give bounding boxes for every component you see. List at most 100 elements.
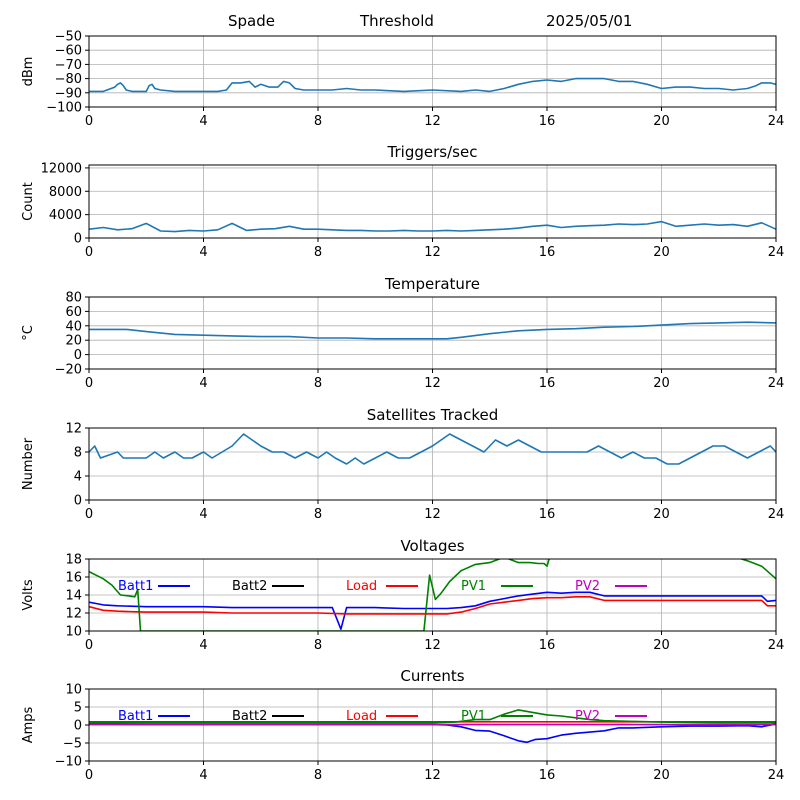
y-tick-label: 10 [65, 683, 82, 698]
x-tick-label: 20 [653, 638, 670, 653]
y-tick-label: −60 [55, 44, 82, 59]
y-tick-label: 80 [65, 291, 82, 306]
series-group [89, 321, 776, 340]
series-line-Load [89, 595, 776, 615]
y-tick-label: 60 [65, 305, 82, 320]
x-tick-label: 8 [314, 114, 322, 129]
x-tick-label: 24 [768, 114, 785, 129]
series-group [89, 709, 776, 744]
x-tick-label: 0 [85, 376, 93, 391]
y-axis-label: dBm [21, 57, 36, 87]
x-tick-label: 12 [424, 638, 441, 653]
legend-label: Batt2 [232, 579, 267, 594]
legend-label: PV1 [461, 709, 486, 724]
y-axis-label: Volts [21, 579, 36, 611]
y-tick-label: 0 [74, 494, 82, 509]
x-tick-label: 20 [653, 245, 670, 260]
x-tick-label: 4 [199, 768, 207, 783]
y-tick-label: 4000 [49, 208, 82, 223]
y-tick-label: 5 [74, 701, 82, 716]
y-tick-label: 40 [65, 319, 82, 334]
x-tick-label: 16 [539, 507, 556, 522]
chart-panel-5: 0 4 8 12 16 20 24 −10 −5 0 5 10 Currents Amps Batt1 Bat… [21, 667, 784, 783]
y-tick-label: −5 [63, 737, 82, 752]
x-tick-label: 4 [199, 376, 207, 391]
chart-title: Currents [400, 667, 464, 685]
date-label: 2025/05/01 [546, 12, 633, 30]
series-group [89, 220, 776, 233]
x-tick-label: 24 [768, 638, 785, 653]
y-tick-label: −50 [55, 30, 82, 45]
series-group [89, 559, 776, 631]
y-axis-label: Count [21, 182, 36, 221]
chart-title: Voltages [400, 537, 464, 555]
legend-label: PV1 [461, 579, 486, 594]
y-tick-label: 8 [74, 446, 82, 461]
legend-label: Batt1 [118, 709, 153, 724]
x-tick-label: 16 [539, 376, 556, 391]
x-tick-label: 20 [653, 114, 670, 129]
x-tick-label: 4 [199, 245, 207, 260]
chart-panel-1: 0 4 8 12 16 20 24 0 4000 8000 12000 Triggers/sec Cou… [21, 143, 784, 260]
x-tick-label: 0 [85, 114, 93, 129]
x-tick-label: 16 [539, 768, 556, 783]
series-group [89, 77, 776, 93]
x-tick-label: 8 [314, 768, 322, 783]
y-tick-label: 0 [74, 348, 82, 363]
x-tick-label: 4 [199, 114, 207, 129]
mode-label: Threshold [360, 12, 434, 30]
x-tick-label: 8 [314, 638, 322, 653]
chart-panel-4: 0 4 8 12 16 20 24 10 12 14 16 18 Voltages Volts Batt1 B… [21, 537, 784, 653]
x-tick-label: 8 [314, 376, 322, 391]
legend-label: Load [346, 709, 377, 724]
y-axis-label: °C [21, 325, 36, 341]
x-tick-label: 0 [85, 638, 93, 653]
y-tick-label: −100 [46, 101, 82, 116]
legend-label: Batt2 [232, 709, 267, 724]
series-line-Batt1 [89, 591, 776, 631]
x-tick-label: 12 [424, 245, 441, 260]
chart-title: Temperature [384, 275, 480, 293]
series-line-0 [89, 220, 776, 233]
y-axis-label: Amps [21, 706, 36, 743]
y-tick-label: 0 [74, 719, 82, 734]
y-tick-label: 12 [65, 422, 82, 437]
x-tick-label: 8 [314, 507, 322, 522]
chart-title: Satellites Tracked [367, 406, 498, 424]
x-tick-label: 0 [85, 245, 93, 260]
legend-label: PV2 [575, 709, 600, 724]
y-tick-label: 16 [65, 571, 82, 586]
x-tick-label: 8 [314, 245, 322, 260]
series-line-0 [89, 433, 776, 465]
y-tick-label: 18 [65, 553, 82, 568]
y-tick-label: 0 [74, 232, 82, 247]
x-tick-label: 4 [199, 638, 207, 653]
x-tick-label: 12 [424, 768, 441, 783]
x-tick-label: 4 [199, 507, 207, 522]
x-tick-label: 0 [85, 507, 93, 522]
y-axis-label: Number [21, 437, 36, 490]
x-tick-label: 12 [424, 114, 441, 129]
legend-label: PV2 [575, 579, 600, 594]
y-tick-label: 20 [65, 334, 82, 349]
x-tick-label: 16 [539, 245, 556, 260]
x-tick-label: 12 [424, 507, 441, 522]
y-tick-label: 8000 [49, 185, 82, 200]
x-tick-label: 16 [539, 114, 556, 129]
x-tick-label: 24 [768, 768, 785, 783]
chart-panel-3: 0 4 8 12 16 20 24 0 4 8 12 Satellites Tracked Number [21, 406, 784, 522]
x-tick-label: 12 [424, 376, 441, 391]
chart-title: Triggers/sec [387, 143, 478, 161]
y-tick-label: −10 [55, 755, 82, 770]
series-line-0 [89, 77, 776, 93]
y-tick-label: 4 [74, 470, 82, 485]
series-group [89, 433, 776, 465]
x-tick-label: 20 [653, 768, 670, 783]
y-tick-label: −70 [55, 58, 82, 73]
x-tick-label: 20 [653, 507, 670, 522]
y-tick-label: 12000 [41, 161, 82, 176]
y-tick-label: −20 [55, 363, 82, 378]
series-line-0 [89, 321, 776, 340]
